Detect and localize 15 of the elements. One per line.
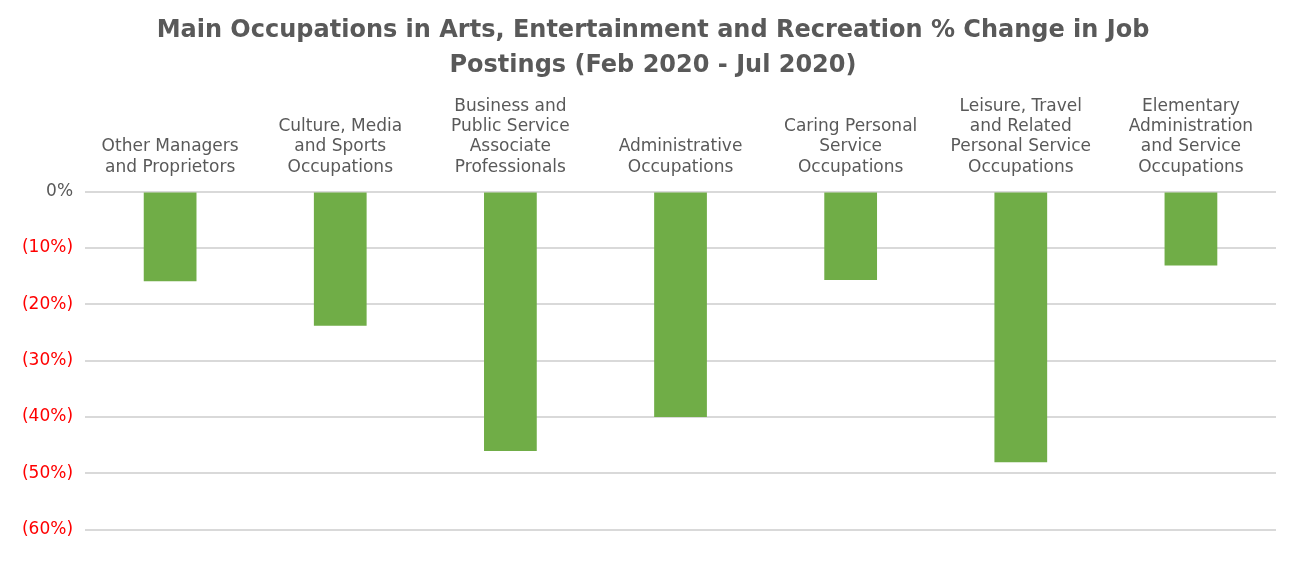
x-tick-label: Elementary Administration and Service Occupations	[1128, 94, 1254, 176]
y-tick-label: (50%)	[21, 461, 74, 482]
x-tick-label: Other Managers and Proprietors	[101, 135, 239, 176]
x-tick-label: Culture, Media and Sports Occupations	[278, 114, 403, 176]
y-tick-label: (40%)	[21, 405, 74, 426]
chart-title: Main Occupations in Arts, Entertainment and Recreation % Change in Job Postings (Feb 2020 - Jul 2020)	[155, 14, 1151, 80]
x-tick-label: Leisure, Travel and Related Personal Service Occupations	[950, 94, 1092, 176]
y-tick-label: (30%)	[21, 348, 74, 369]
y-tick-label: (10%)	[21, 235, 74, 256]
y-tick-label: (20%)	[21, 292, 74, 313]
y-tick-label: 0%	[46, 179, 74, 200]
x-tick-label: Business and Public Service Associate Professionals	[451, 94, 570, 176]
x-tick-label: Caring Personal Service Occupations	[784, 114, 918, 176]
y-tick-label: (60%)	[21, 517, 74, 538]
x-tick-label: Administrative Occupations	[618, 135, 743, 176]
